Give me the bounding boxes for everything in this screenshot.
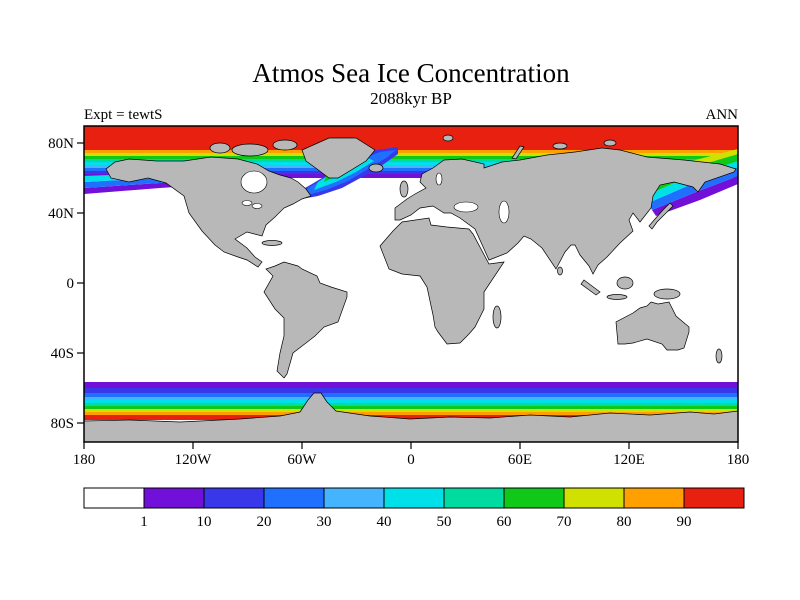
colorbar-cell — [383, 487, 445, 509]
y-tick-label: 0 — [67, 276, 75, 292]
ice-band — [84, 153, 738, 156]
antarctic-sea-ice — [84, 382, 738, 420]
arctic-sea-ice — [84, 126, 738, 178]
colorbar-cell — [623, 487, 685, 509]
ice-band — [84, 400, 738, 403]
colorbar-cell — [83, 487, 145, 509]
continent-africa — [379, 217, 505, 345]
continent-antarctica — [84, 392, 738, 442]
island-novaya-zemlya — [511, 145, 525, 160]
colorbar-tick-label: 70 — [557, 514, 572, 530]
continent-eurasia — [394, 147, 737, 275]
colorbar-tick-label: 50 — [437, 514, 452, 530]
ice-band — [84, 393, 738, 397]
ice-band — [84, 388, 738, 393]
colorbar-cell — [443, 487, 505, 509]
x-tick-label: 120W — [175, 452, 213, 468]
black-sea — [453, 201, 479, 213]
island-iceland — [368, 163, 384, 173]
ice-band — [84, 403, 738, 406]
colorbar-tick-label: 30 — [317, 514, 332, 530]
y-tick-label: 80S — [51, 416, 74, 432]
y-axis: 80N 40N 0 40S 80S — [48, 136, 84, 432]
y-tick-label: 40N — [48, 206, 74, 222]
ice-band — [84, 174, 738, 178]
x-tick-label: 180 — [727, 452, 750, 468]
ice-band — [84, 415, 738, 420]
ice-band — [84, 126, 738, 150]
x-axis: 180 120W 60W 0 60E 120E 180 — [73, 442, 750, 468]
island-new-zealand — [715, 348, 723, 364]
ice-band — [84, 406, 738, 409]
island-borneo — [616, 276, 634, 290]
island-cuba — [261, 240, 283, 246]
y-tick-label: 40S — [51, 346, 74, 362]
arctic-archipelago — [272, 139, 298, 151]
ice-band — [84, 409, 738, 412]
ice-band — [652, 176, 738, 216]
colorbar-cell — [203, 487, 265, 509]
caspian-sea — [498, 200, 510, 224]
ice-band — [84, 382, 738, 388]
island-madagascar — [492, 305, 502, 329]
island-sri-lanka — [557, 266, 563, 276]
x-tick-label: 60E — [508, 452, 532, 468]
island-japan — [648, 202, 674, 230]
ice-band — [84, 171, 738, 174]
island-java — [606, 294, 628, 300]
colorbar-cell — [563, 487, 625, 509]
colorbar-cell — [503, 487, 565, 509]
colorbar-cell — [683, 487, 745, 509]
x-tick-label: 0 — [407, 452, 415, 468]
colorbar-tick-label: 1 — [140, 514, 148, 530]
ice-band — [84, 168, 738, 171]
ice-band — [84, 165, 738, 168]
arctic-archipelago — [231, 143, 269, 157]
colorbar-cell — [263, 487, 325, 509]
continent-greenland — [301, 137, 376, 179]
siberian-islands — [552, 142, 568, 150]
colorbar-tick-label: 90 — [677, 514, 692, 530]
x-tick-label: 180 — [73, 452, 96, 468]
ice-band — [84, 412, 738, 415]
colorbar-cell — [323, 487, 385, 509]
ice-band — [84, 159, 738, 162]
colorbar-cell — [143, 487, 205, 509]
figure-subtitle: 2088kyr BP — [370, 89, 452, 108]
experiment-label: Expt = tewtS — [84, 107, 162, 123]
hudson-bay — [240, 170, 268, 194]
colorbar-tick-label: 20 — [257, 514, 272, 530]
baltic-sea — [435, 172, 443, 186]
colorbar-tick-label: 60 — [497, 514, 512, 530]
island-new-guinea — [653, 288, 681, 300]
colorbar-tick-label: 40 — [377, 514, 392, 530]
continent-south-america — [263, 261, 348, 379]
ice-band — [84, 156, 738, 159]
season-label: ANN — [706, 107, 739, 123]
island-britain — [399, 180, 409, 198]
island-sumatra — [580, 279, 601, 296]
colorbar-tick-label: 10 — [197, 514, 212, 530]
y-tick-label: 80N — [48, 136, 74, 152]
figure-title: Atmos Sea Ice Concentration — [252, 58, 570, 88]
colorbar: 1 10 20 30 40 50 60 70 80 90 — [83, 487, 745, 530]
continents — [84, 134, 738, 442]
colorbar-tick-label: 80 — [617, 514, 632, 530]
world-map — [84, 126, 738, 442]
x-tick-label: 60W — [287, 452, 317, 468]
island-svalbard — [442, 134, 454, 142]
arctic-archipelago — [209, 142, 231, 154]
ice-band — [640, 149, 738, 190]
continent-australia — [615, 301, 690, 351]
ice-band — [84, 150, 738, 153]
great-lakes — [251, 203, 263, 209]
ice-band — [84, 397, 738, 400]
x-tick-label: 120E — [613, 452, 645, 468]
siberian-islands — [603, 139, 617, 147]
great-lakes — [241, 200, 253, 206]
ice-band — [84, 162, 738, 165]
